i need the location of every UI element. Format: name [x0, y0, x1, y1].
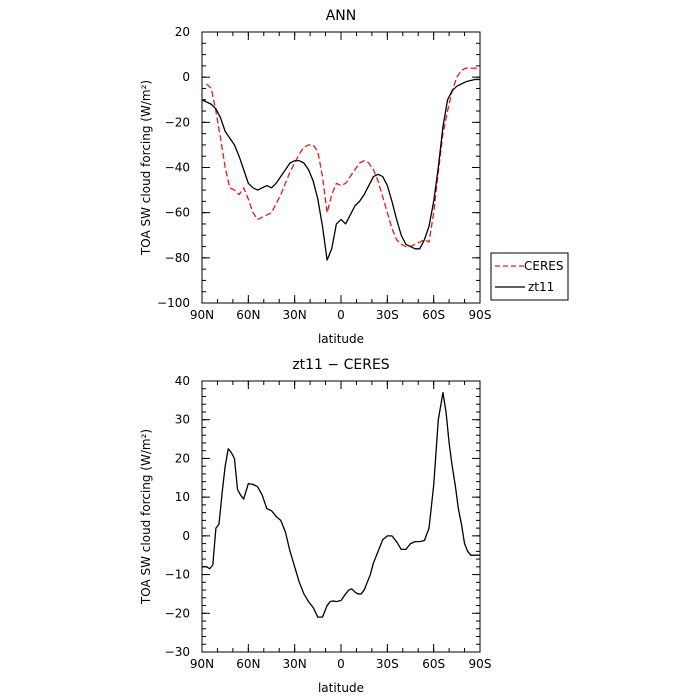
x-axis-title: latitude — [318, 681, 364, 695]
x-tick-label: 60S — [422, 308, 445, 322]
y-tick-label: 20 — [175, 451, 190, 465]
y-tick-label: 10 — [175, 490, 190, 504]
legend-label-ceres: CERES — [524, 259, 564, 273]
x-tick-label: 0 — [337, 308, 345, 322]
legend: CERES zt11 — [490, 252, 569, 301]
x-tick-label: 30N — [283, 657, 307, 671]
series-line-ceres — [206, 67, 480, 248]
x-tick-label: 90S — [469, 308, 492, 322]
legend-label-zt11: zt11 — [528, 280, 554, 294]
y-tick-label: 0 — [182, 529, 190, 543]
x-tick-label: 60S — [422, 657, 445, 671]
x-tick-label: 30S — [376, 308, 399, 322]
y-tick-label: 0 — [182, 70, 190, 84]
y-tick-label: −80 — [165, 251, 190, 265]
y-tick-label: −20 — [165, 115, 190, 129]
x-tick-label: 0 — [337, 657, 345, 671]
y-tick-label: −10 — [165, 568, 190, 582]
top-panel-ann: 90N 60N 30N 0 30S 60S 90S −100 −80 −60 −40 −20 0 20 AN… — [139, 8, 491, 346]
x-axis-title: latitude — [318, 332, 364, 346]
x-tick-label: 90N — [190, 308, 214, 322]
y-tick-label: −100 — [157, 296, 190, 310]
y-tick-label: 40 — [175, 374, 190, 388]
y-axis-title: TOA SW cloud forcing (W/m²) — [139, 429, 153, 605]
series-line — [202, 391, 480, 618]
legend-box — [490, 252, 569, 301]
y-axis-title: TOA SW cloud forcing (W/m²) — [139, 80, 153, 256]
x-tick-label: 60N — [236, 657, 260, 671]
y-tick-label: −60 — [165, 206, 190, 220]
series-line-zt11 — [201, 78, 480, 261]
x-tick-label: 90N — [190, 657, 214, 671]
y-tick-label: −30 — [165, 645, 190, 659]
x-tick-label: 60N — [236, 308, 260, 322]
x-tick-label: 30N — [283, 308, 307, 322]
x-tick-label: 90S — [469, 657, 492, 671]
y-tick-label: 30 — [175, 413, 190, 427]
bottom-panel-difference: 90N 60N 30N 0 30S 60S 90S −30 −20 −10 0 10 20 30 40 zt1… — [139, 357, 491, 695]
panel-title: zt11 − CERES — [292, 357, 389, 373]
y-tick-label: −40 — [165, 161, 190, 175]
y-tick-label: 20 — [175, 25, 190, 39]
panel-title: ANN — [326, 8, 357, 24]
x-tick-label: 30S — [376, 657, 399, 671]
y-tick-label: −20 — [165, 606, 190, 620]
